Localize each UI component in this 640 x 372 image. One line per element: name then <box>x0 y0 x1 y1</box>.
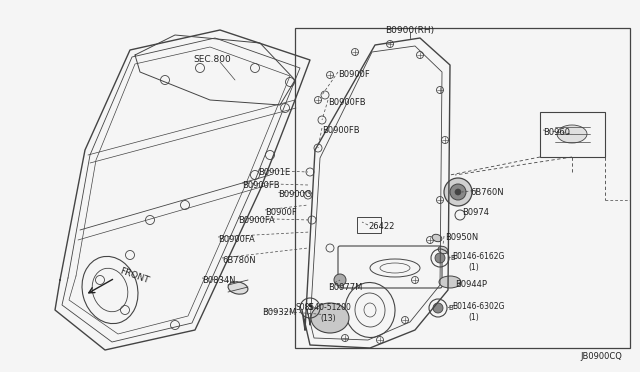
Text: B0146-6302G: B0146-6302G <box>452 302 504 311</box>
Text: S08540-51200: S08540-51200 <box>296 303 352 312</box>
Text: B: B <box>448 305 452 311</box>
Text: B0977M: B0977M <box>328 283 362 292</box>
Ellipse shape <box>432 234 442 242</box>
Text: B0974: B0974 <box>462 208 489 217</box>
Text: B0900FA: B0900FA <box>238 216 275 225</box>
Text: B0900FB: B0900FB <box>322 126 360 135</box>
Text: B0960: B0960 <box>543 128 570 137</box>
Circle shape <box>444 178 472 206</box>
Circle shape <box>455 189 461 195</box>
Text: (1): (1) <box>468 313 479 322</box>
Text: B0900G: B0900G <box>278 190 312 199</box>
Text: SEC.800: SEC.800 <box>193 55 231 64</box>
Text: 26422: 26422 <box>368 222 394 231</box>
Text: B0932M: B0932M <box>262 308 296 317</box>
Text: 6B760N: 6B760N <box>470 188 504 197</box>
Text: 6B780N: 6B780N <box>222 256 255 265</box>
Text: B0950N: B0950N <box>445 233 478 242</box>
Text: (13): (13) <box>320 314 335 323</box>
Text: B: B <box>450 255 455 261</box>
Ellipse shape <box>311 303 349 333</box>
Text: B0900FB: B0900FB <box>328 98 365 107</box>
Ellipse shape <box>438 246 448 254</box>
Ellipse shape <box>557 125 587 143</box>
Text: B0146-6162G: B0146-6162G <box>452 252 504 261</box>
Circle shape <box>433 303 443 313</box>
Text: (1): (1) <box>468 263 479 272</box>
Ellipse shape <box>439 276 461 288</box>
Text: B0900FA: B0900FA <box>218 235 255 244</box>
Circle shape <box>450 184 466 200</box>
Text: JB0900CQ: JB0900CQ <box>580 352 622 361</box>
Circle shape <box>435 253 445 263</box>
Text: B0900FB: B0900FB <box>242 181 280 190</box>
Text: B0944P: B0944P <box>455 280 487 289</box>
Text: B0834N: B0834N <box>202 276 236 285</box>
Ellipse shape <box>228 282 248 294</box>
Text: FRONT: FRONT <box>118 267 150 285</box>
Text: B0901E: B0901E <box>258 168 290 177</box>
Text: B0900F: B0900F <box>265 208 297 217</box>
Text: B0900F: B0900F <box>338 70 370 79</box>
Text: B0900(RH): B0900(RH) <box>385 26 434 35</box>
Circle shape <box>334 274 346 286</box>
Text: S: S <box>307 304 313 312</box>
